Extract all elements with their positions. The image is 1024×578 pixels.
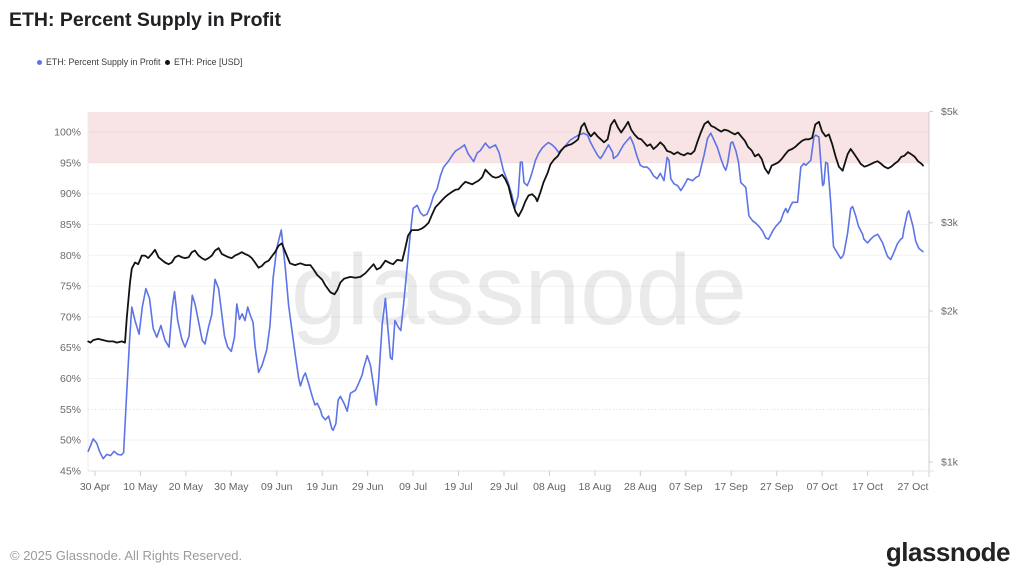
x-axis-label: 17 Oct [852,481,883,493]
chart-legend: ETH: Percent Supply in Profit ETH: Price… [0,57,1024,71]
page-title: ETH: Percent Supply in Profit [9,9,281,31]
x-axis-label: 09 Jun [261,481,293,493]
y-axis-label-left: 100% [54,127,81,139]
glassnode-logo: glassnode [885,537,1011,567]
x-axis-label: 17 Sep [715,481,748,493]
x-axis-label: 19 Jun [306,481,338,493]
x-axis-label: 29 Jul [490,481,518,493]
legend-item-percent-supply-in-profit[interactable]: ETH: Percent Supply in Profit [37,57,160,67]
x-axis-label: 27 Sep [760,481,793,493]
x-axis-label: 07 Sep [669,481,702,493]
copyright-text: © 2025 Glassnode. All Rights Reserved. [10,548,243,563]
legend-item-eth-price[interactable]: ETH: Price [USD] [165,57,242,67]
y-axis-label-left: 55% [60,404,81,416]
legend-label: ETH: Price [USD] [174,57,243,67]
x-axis-label: 19 Jul [445,481,473,493]
x-axis-label: 09 Jul [399,481,427,493]
x-axis-label: 10 May [123,481,158,493]
y-axis-label-right: $2k [941,306,959,318]
supply-in-profit-band [88,112,929,163]
x-axis-label: 28 Aug [624,481,657,493]
y-axis-label-left: 90% [60,188,81,200]
y-axis-label-right: $1k [941,457,959,469]
y-axis-label-left: 80% [60,250,81,262]
x-axis-label: 27 Oct [898,481,929,493]
y-axis-label-left: 50% [60,435,81,447]
y-axis-label-left: 75% [60,281,81,293]
x-axis-label: 30 Apr [80,481,111,493]
legend-label: ETH: Percent Supply in Profit [46,57,161,67]
x-axis-label: 20 May [169,481,204,493]
y-axis-label-right: $3k [941,217,959,229]
legend-marker-supply-icon [37,59,42,65]
x-axis-label: 18 Aug [579,481,612,493]
y-axis-label-left: 65% [60,342,81,354]
legend-marker-price-icon [165,59,170,65]
y-axis-label-left: 70% [60,311,81,323]
y-axis-label-left: 95% [60,157,81,169]
y-axis-label-left: 60% [60,373,81,385]
y-axis-label-right: $5k [941,106,959,118]
x-axis-label: 08 Aug [533,481,566,493]
x-axis-label: 29 Jun [352,481,384,493]
y-axis-label-left: 85% [60,219,81,231]
x-axis-label: 07 Oct [807,481,838,493]
x-axis-label: 30 May [214,481,249,493]
y-axis-label-left: 45% [60,466,81,478]
series-line-percent-supply-in-profit[interactable] [87,132,924,460]
series-line-eth-price[interactable] [87,119,924,344]
